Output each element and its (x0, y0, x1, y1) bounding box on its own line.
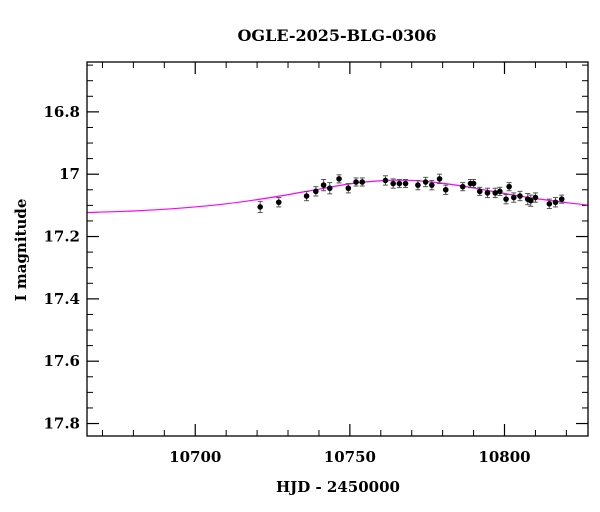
data-point-marker (313, 188, 319, 195)
x-axis-label: HJD - 2450000 (276, 478, 400, 496)
data-point (303, 190, 310, 202)
x-tick-labels: 10700 10750 10800 (169, 448, 530, 466)
data-point (503, 193, 509, 205)
y-tick-label: 17.4 (43, 290, 80, 308)
chart-title: OGLE-2025-BLG-0306 (237, 26, 436, 45)
data-point-marker (345, 185, 352, 192)
data-point (484, 187, 491, 199)
data-point (396, 178, 403, 189)
data-point-marker (429, 182, 435, 188)
data-point-marker (506, 183, 512, 190)
data-point (470, 178, 477, 189)
x-tick-label: 10700 (169, 448, 221, 466)
data-point-marker (336, 176, 342, 182)
y-tick-label: 17.2 (43, 228, 80, 246)
data-point (517, 190, 523, 202)
data-point-marker (353, 179, 359, 185)
data-point-marker (484, 190, 491, 196)
data-point-marker (390, 180, 396, 187)
data-point-marker (476, 188, 483, 195)
data-point (476, 186, 483, 196)
data-point (275, 197, 282, 208)
plot-frame (86, 61, 589, 437)
data-point (524, 193, 531, 206)
data-point (442, 184, 449, 195)
y-tick-label: 17.8 (43, 415, 80, 433)
data-point (359, 177, 366, 187)
data-point (510, 192, 517, 203)
y-tick-label: 16.8 (43, 103, 80, 121)
data-point-marker (470, 180, 477, 187)
data-point (382, 175, 389, 186)
data-point (390, 178, 396, 189)
data-point-marker (459, 183, 466, 190)
data-point-marker (257, 204, 263, 210)
minor-ticks (87, 62, 588, 436)
data-point-marker (532, 194, 539, 201)
data-point-marker (546, 201, 553, 207)
y-axis-label: I magnitude (12, 199, 30, 302)
data-point (459, 182, 466, 192)
y-tick-label: 17 (59, 165, 80, 183)
data-point (546, 198, 553, 209)
data-point-marker (320, 182, 327, 188)
data-point (402, 178, 409, 189)
data-point (532, 192, 539, 203)
data-point (429, 179, 435, 191)
observations-layer (257, 173, 565, 214)
data-point-marker (510, 194, 517, 201)
data-point (415, 179, 421, 191)
data-point-marker (552, 199, 559, 206)
data-point-marker (402, 180, 409, 187)
data-point-marker (503, 196, 509, 202)
data-point-marker (303, 193, 310, 199)
data-point (336, 174, 342, 184)
y-tick-label: 17.6 (43, 352, 80, 370)
x-tick-label: 10750 (324, 448, 376, 466)
data-point (527, 194, 534, 207)
data-point-marker (517, 193, 523, 199)
data-point (257, 200, 263, 214)
data-point-marker (492, 190, 499, 196)
data-point (506, 182, 512, 192)
data-point-marker (442, 186, 449, 193)
data-point (353, 177, 359, 187)
data-point (320, 178, 327, 192)
data-point (345, 183, 352, 194)
data-point-marker (359, 179, 366, 185)
data-point-marker (382, 177, 389, 184)
data-point-marker (527, 197, 534, 204)
data-point-marker (436, 176, 443, 182)
data-point (558, 194, 565, 204)
data-point (497, 186, 503, 196)
data-point-marker (415, 182, 421, 188)
data-point-marker (275, 199, 282, 206)
major-ticks (87, 62, 588, 436)
data-point (313, 186, 319, 197)
x-tick-label: 10800 (478, 448, 530, 466)
data-point-marker (326, 185, 333, 192)
data-point (436, 173, 443, 185)
data-point-marker (422, 179, 429, 185)
data-point-marker (396, 180, 403, 187)
data-point-marker (497, 188, 503, 195)
y-tick-labels: 16.8 17 17.2 17.4 17.6 17.8 (43, 103, 80, 433)
data-point-marker (558, 196, 565, 202)
data-point (552, 197, 559, 208)
data-point (422, 176, 429, 188)
data-point (326, 182, 333, 195)
data-point (492, 187, 499, 199)
